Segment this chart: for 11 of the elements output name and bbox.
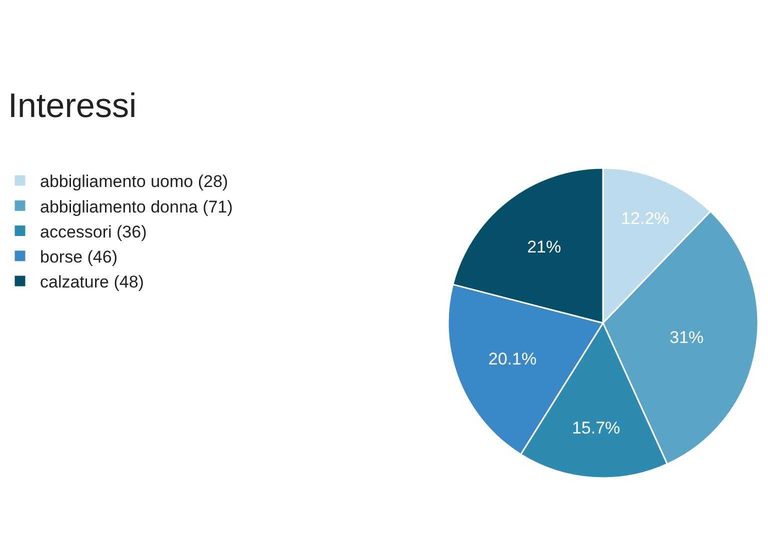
- data-label: 21%: [527, 238, 562, 257]
- legend-label: borse (46): [40, 247, 118, 266]
- data-label: 31%: [670, 328, 704, 347]
- legend-label: abbigliamento uomo (28): [40, 172, 228, 192]
- legend-label: calzature (48): [40, 272, 144, 292]
- chart-title: Interessi: [8, 86, 136, 125]
- data-label: 12.2%: [621, 208, 670, 228]
- legend-label: accessori (36): [40, 222, 147, 242]
- legend-label: abbigliamento donna (71): [40, 197, 233, 216]
- data-label: 20.1%: [488, 350, 537, 369]
- data-label: 15.7%: [572, 418, 620, 438]
